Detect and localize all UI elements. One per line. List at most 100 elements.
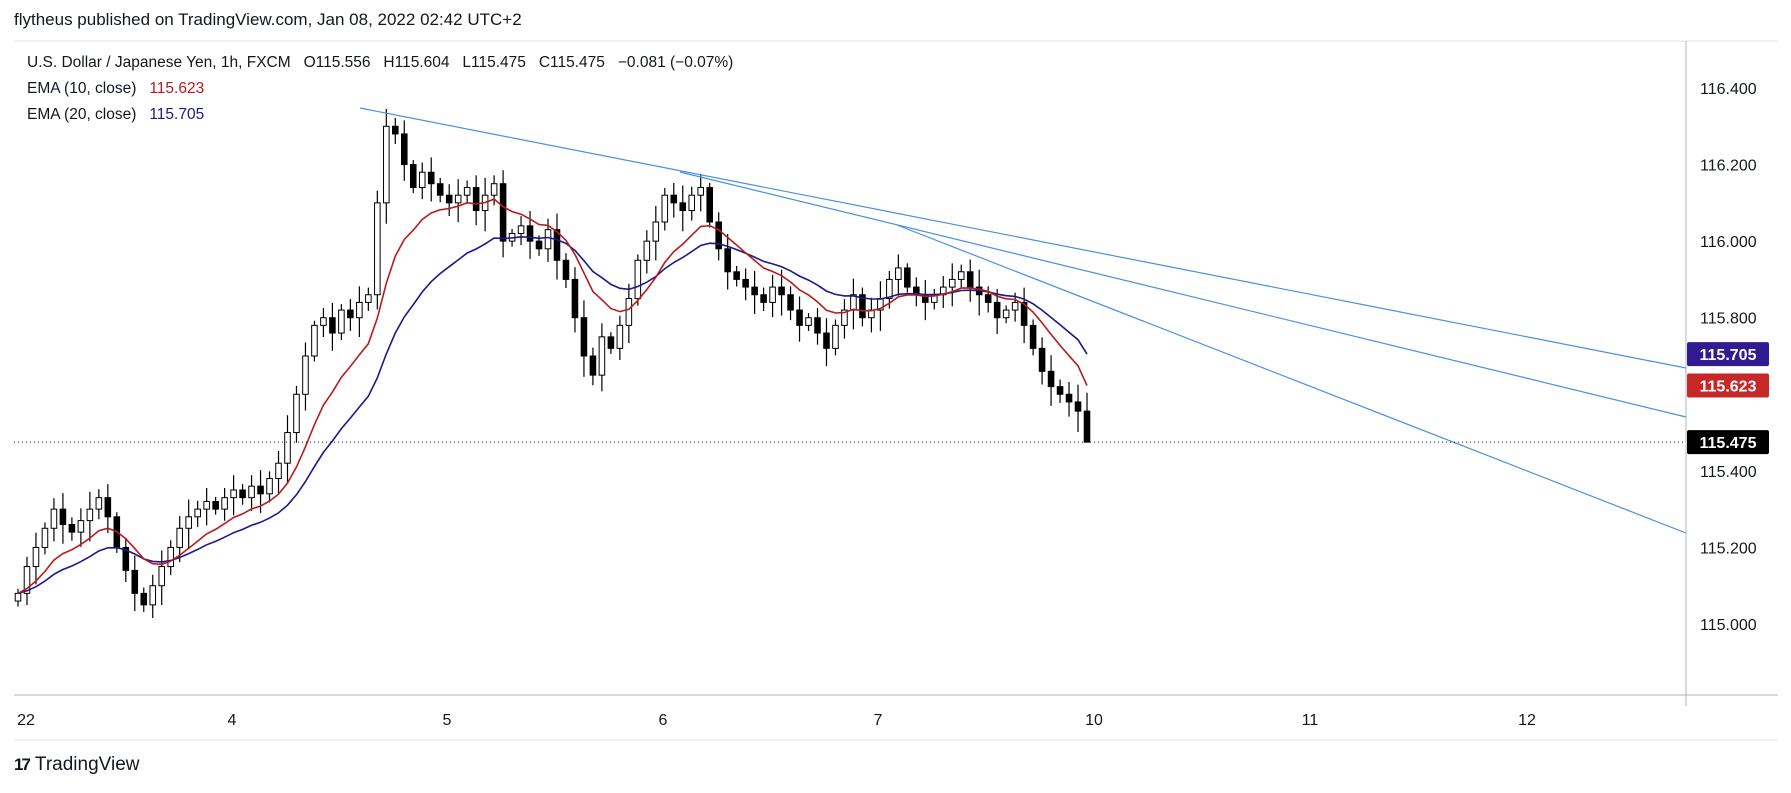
candle-bull	[625, 298, 633, 326]
candle-bear	[1056, 386, 1064, 395]
candle-bull	[661, 194, 669, 223]
candle-bull	[634, 259, 642, 300]
price-tick-label: 116.200	[1700, 158, 1757, 175]
candle-bear	[329, 317, 336, 334]
price-tick-label: 115.200	[1700, 540, 1757, 557]
candle-bull	[275, 462, 282, 480]
trendline-3[interactable]	[896, 224, 1687, 534]
candle-bear	[679, 202, 687, 212]
candle-bear	[1029, 324, 1037, 349]
candle-bull	[50, 508, 58, 529]
candle-bear	[562, 259, 570, 280]
candle-bull	[517, 225, 525, 234]
candle-bear	[1074, 401, 1082, 412]
candle-bear	[59, 508, 67, 525]
candle-bear	[499, 183, 507, 242]
ema20-label: EMA (20, close)	[27, 106, 137, 123]
candle-bull	[176, 527, 183, 548]
candle-bear	[257, 485, 264, 495]
candle-bull	[230, 489, 237, 499]
candle-bear	[212, 500, 219, 510]
price-tick-label: 116.000	[1700, 234, 1757, 251]
candle-bear	[742, 278, 749, 288]
time-tick-label: 22	[17, 712, 35, 729]
candle-bear	[859, 294, 866, 319]
candle-bear	[400, 133, 408, 166]
candle-bear	[239, 489, 246, 499]
candle-bull	[805, 317, 812, 326]
tradingview-footer[interactable]: 17 TradingView	[14, 754, 139, 776]
candle-bear	[670, 194, 678, 204]
candle-bull	[598, 336, 606, 376]
candle-bull	[185, 516, 192, 529]
candle-bear	[607, 336, 615, 349]
candle-bull	[490, 183, 498, 196]
candle-bear	[122, 546, 130, 571]
candle-bull	[418, 171, 426, 189]
time-tick-label: 7	[874, 712, 883, 729]
ema10-line	[17, 198, 1088, 595]
candle-bear	[131, 569, 139, 594]
candle-bear	[751, 286, 758, 296]
candle-bear	[409, 164, 417, 189]
candle-bull	[284, 432, 291, 464]
candle-bull	[454, 194, 462, 204]
candle-bear	[526, 225, 534, 242]
symbol-label: U.S. Dollar / Japanese Yen, 1h, FXCM	[27, 54, 291, 71]
candle-bear	[993, 301, 1001, 319]
candle-bear	[104, 497, 112, 518]
ema20-legend[interactable]: EMA (20, close) 115.705	[27, 106, 204, 124]
candle-bear	[787, 294, 794, 311]
price-tick-label: 115.400	[1700, 464, 1757, 481]
price-tick-label: 115.000	[1700, 617, 1757, 634]
candle-bull	[311, 324, 318, 357]
time-tick-label: 11	[1302, 712, 1319, 729]
low-value: L115.475	[462, 54, 526, 71]
time-tick-label: 12	[1518, 712, 1536, 729]
ema10-legend[interactable]: EMA (10, close) 115.623	[27, 80, 204, 98]
candle-bull	[1011, 301, 1019, 311]
candle-bull	[374, 202, 381, 296]
candle-bull	[544, 229, 552, 250]
candle-bull	[895, 267, 902, 280]
candle-bear	[778, 286, 785, 296]
candle-bear	[580, 317, 588, 357]
trendline-2[interactable]	[679, 171, 1687, 418]
time-tick-label: 10	[1085, 712, 1103, 729]
candle-bear	[814, 317, 821, 334]
candle-bear	[1038, 347, 1046, 372]
candle-bear	[472, 187, 480, 212]
ema20-value: 115.705	[149, 106, 205, 123]
candle-bear	[553, 229, 561, 261]
change-value: −0.081 (−0.07%)	[617, 54, 734, 71]
publish-line: flytheus published on TradingView.com, J…	[14, 10, 522, 29]
candle-bull	[652, 221, 660, 242]
candle-bull	[149, 585, 157, 606]
candle-bear	[760, 294, 767, 303]
candle-bull	[266, 478, 273, 495]
candle-bull	[221, 497, 228, 510]
candle-bear	[347, 309, 354, 319]
candle-bear	[706, 187, 713, 223]
candle-bull	[383, 125, 390, 204]
candle-bull	[86, 508, 94, 522]
candle-bull	[14, 592, 22, 602]
trendline-1[interactable]	[359, 107, 1687, 369]
footer-brand: TradingView	[34, 754, 140, 775]
candle-bull	[356, 301, 363, 319]
candle-bear	[1083, 410, 1091, 443]
candle-bull	[23, 566, 31, 594]
candle-bear	[823, 332, 830, 349]
candle-bull	[32, 546, 40, 568]
candle-bear	[984, 294, 992, 303]
candle-bear	[589, 355, 597, 376]
symbol-legend: U.S. Dollar / Japanese Yen, 1h, FXCM O11…	[27, 54, 733, 72]
candle-bear	[1065, 393, 1073, 403]
ema10-price-badge-text: 115.623	[1700, 378, 1757, 395]
ema20-price-badge-text: 115.705	[1700, 347, 1757, 364]
time-tick-label: 5	[443, 712, 452, 729]
last-price-badge-bg	[1687, 430, 1769, 455]
candle-bull	[697, 187, 705, 196]
candle-bull	[886, 278, 893, 300]
